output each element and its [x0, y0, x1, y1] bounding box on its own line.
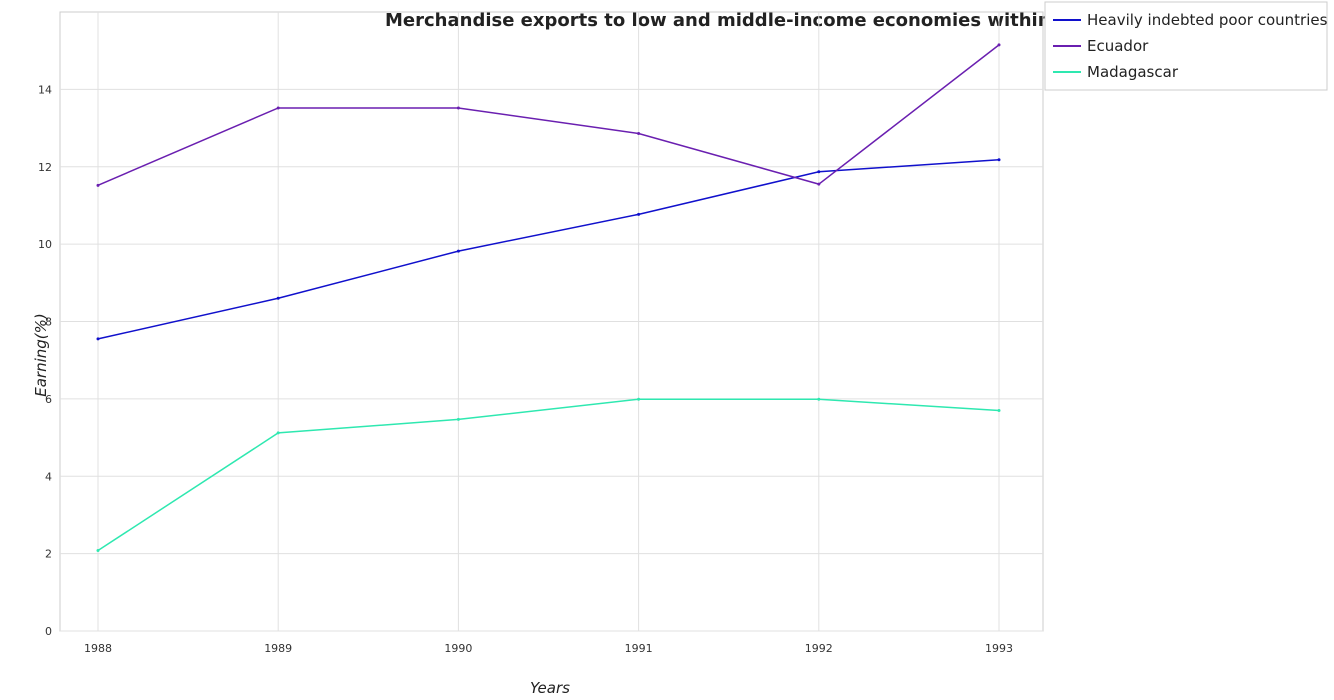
- grid: [59, 11, 1044, 632]
- legend-label: Ecuador: [1087, 37, 1149, 55]
- x-tick-label: 1988: [84, 642, 112, 655]
- series-lines: [96, 43, 1001, 553]
- data-point: [637, 131, 641, 135]
- y-axis-label: Earning(%): [32, 313, 50, 397]
- y-tick-label: 14: [38, 83, 52, 96]
- data-point: [997, 158, 1001, 162]
- data-point: [96, 549, 100, 553]
- data-point: [456, 106, 460, 110]
- legend-label: Heavily indebted poor countries: [1087, 11, 1328, 29]
- data-point: [817, 170, 821, 174]
- data-point: [456, 249, 460, 253]
- y-tick-label: 10: [38, 238, 52, 251]
- y-tick-label: 8: [45, 316, 52, 329]
- series-line: [97, 159, 1000, 340]
- data-point: [637, 397, 641, 401]
- x-tick-label: 1991: [625, 642, 653, 655]
- y-tick-label: 0: [45, 625, 52, 638]
- y-tick-label: 2: [45, 548, 52, 561]
- data-point: [817, 397, 821, 401]
- x-tick-label: 1993: [985, 642, 1013, 655]
- data-point: [276, 106, 280, 110]
- series-line: [97, 398, 1000, 552]
- data-point: [96, 337, 100, 341]
- legend-label: Madagascar: [1087, 63, 1179, 81]
- y-tick-label: 4: [45, 470, 52, 483]
- data-point: [817, 182, 821, 186]
- data-point: [997, 408, 1001, 412]
- x-tick-label: 1989: [264, 642, 292, 655]
- x-tick-label: 1990: [444, 642, 472, 655]
- series-line: [97, 44, 1000, 187]
- data-point: [276, 431, 280, 435]
- x-axis-label: Years: [530, 679, 570, 697]
- data-point: [276, 296, 280, 300]
- legend: Heavily indebted poor countries Ecuador Ma…: [1044, 1, 1328, 91]
- x-tick-label: 1992: [805, 642, 833, 655]
- legend-box: [1044, 1, 1328, 91]
- y-tick-label: 12: [38, 161, 52, 174]
- data-point: [637, 212, 641, 216]
- data-point: [456, 417, 460, 421]
- data-point: [96, 183, 100, 187]
- chart-title: Merchandise exports to low and middle-in…: [385, 10, 1122, 31]
- axes: 0 2 4 6 8 10 12 14 1988 1989 1990 1991 1992 1993: [38, 83, 1013, 655]
- y-tick-label: 6: [45, 393, 52, 406]
- data-point: [997, 43, 1001, 47]
